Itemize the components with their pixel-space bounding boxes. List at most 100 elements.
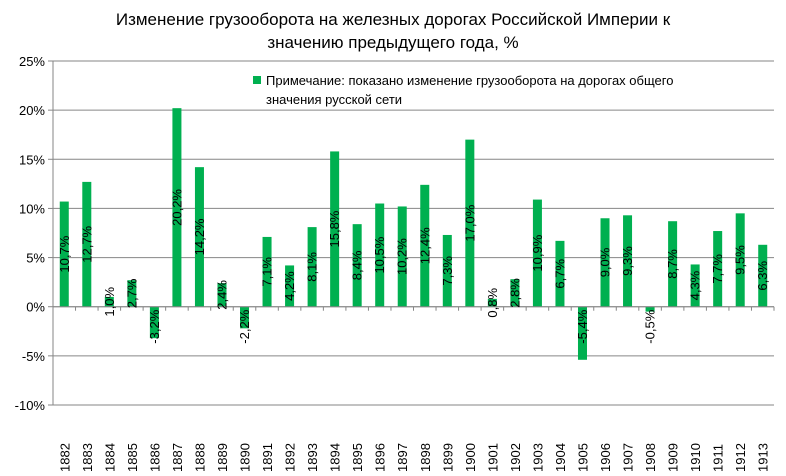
- bar-1886: [149, 306, 159, 339]
- bar-1909: [668, 221, 678, 307]
- legend-swatch: [253, 76, 261, 84]
- bar-1908: [645, 306, 655, 312]
- x-tick-label-1896: 1896: [373, 443, 388, 472]
- x-axis-tick-labels: 1882 1883 1884 1885 1886 1887 1888 1889 1890 1891…: [52, 306, 775, 472]
- bar-1893: [307, 227, 317, 307]
- y-tick-label: 20%: [19, 103, 45, 118]
- data-label-1905: -5,4%: [575, 309, 590, 343]
- bar-series: [59, 108, 768, 360]
- legend: Примечание: показано изменение грузообор…: [253, 73, 673, 107]
- x-tick-label-1912: 1912: [733, 443, 748, 472]
- x-tick-label-1907: 1907: [621, 443, 636, 472]
- data-label-1904: 6,7%: [552, 259, 567, 289]
- x-tick-label-1893: 1893: [305, 443, 320, 472]
- data-label-1899: 7,3%: [440, 256, 455, 286]
- x-tick-label-1888: 1888: [192, 443, 207, 472]
- data-label-1913: 6,3%: [755, 261, 770, 291]
- x-tick-label-1900: 1900: [463, 443, 478, 472]
- bar-1907: [623, 215, 633, 307]
- bar-1883: [82, 181, 92, 307]
- bar-1888: [194, 167, 204, 307]
- x-tick-label-1898: 1898: [418, 443, 433, 472]
- x-tick-label-1883: 1883: [80, 443, 95, 472]
- legend-text-line-1: Примечание: показано изменение грузообор…: [266, 73, 673, 88]
- bar-1902: [510, 279, 520, 307]
- chart-title-line-1: Изменение грузооборота на железных дорог…: [116, 10, 671, 29]
- bar-1882: [59, 201, 69, 307]
- data-label-1887: 20,2%: [169, 189, 184, 226]
- x-tick-label-1891: 1891: [260, 443, 275, 472]
- x-tick-label-1904: 1904: [553, 443, 568, 472]
- bar-1910: [690, 264, 700, 307]
- data-label-1898: 12,4%: [417, 227, 432, 264]
- data-label-1882: 10,7%: [57, 235, 72, 272]
- data-label-1902: 2,8%: [507, 278, 522, 308]
- y-tick-label: -5%: [22, 349, 46, 364]
- data-label-1907: 9,3%: [620, 246, 635, 276]
- data-label-1883: 12,7%: [79, 225, 94, 262]
- data-label-1900: 17,0%: [462, 204, 477, 241]
- bar-1897: [397, 206, 407, 307]
- x-tick-label-1889: 1889: [215, 443, 230, 472]
- x-tick-label-1909: 1909: [666, 443, 681, 472]
- x-tick-label-1911: 1911: [711, 444, 726, 472]
- y-tick-label: 25%: [19, 54, 45, 69]
- y-tick-label: 15%: [19, 152, 45, 167]
- data-label-1884: 1,0%: [102, 287, 117, 317]
- bar-1885: [127, 280, 137, 307]
- x-tick-label-1894: 1894: [328, 443, 343, 472]
- x-tick-label-1899: 1899: [440, 443, 455, 472]
- bar-1899: [442, 234, 452, 307]
- data-label-1889: 2,4%: [214, 280, 229, 310]
- x-tick-label-1906: 1906: [598, 443, 613, 472]
- y-tick-label: 5%: [26, 251, 45, 266]
- data-label-1910: 4,3%: [688, 270, 703, 300]
- bar-1894: [330, 151, 340, 307]
- data-label-1895: 8,4%: [350, 250, 365, 280]
- bar-1911: [713, 231, 723, 307]
- data-label-1885: 2,7%: [124, 278, 139, 308]
- x-tick-label-1885: 1885: [125, 443, 140, 472]
- bar-1884: [104, 296, 114, 307]
- y-tick-label: 10%: [19, 201, 45, 216]
- data-label-1890: -2,2%: [237, 309, 252, 343]
- data-label-1911: 7,7%: [710, 254, 725, 284]
- data-label-1886: -3,2%: [147, 309, 162, 343]
- x-tick-label-1895: 1895: [350, 443, 365, 472]
- x-tick-label-1902: 1902: [508, 443, 523, 472]
- data-label-1892: 4,2%: [282, 271, 297, 301]
- bar-1901: [487, 298, 497, 307]
- bar-1905: [577, 306, 587, 360]
- x-tick-label-1882: 1882: [57, 443, 72, 472]
- data-label-1896: 10,5%: [372, 236, 387, 273]
- bar-1898: [420, 184, 430, 307]
- x-tick-label-1890: 1890: [238, 443, 253, 472]
- bar-1913: [758, 244, 768, 307]
- bar-1904: [555, 240, 565, 307]
- bar-1895: [352, 224, 362, 307]
- data-label-1912: 9,5%: [733, 245, 748, 275]
- chart-title-line-2: значению предыдущего года, %: [267, 33, 518, 52]
- bar-1903: [532, 199, 542, 307]
- data-label-1901: 0,8%: [485, 288, 500, 318]
- data-label-1906: 9,0%: [598, 247, 613, 277]
- x-tick-label-1884: 1884: [102, 443, 117, 472]
- y-axis-tick-labels: -10% -5% 0% 5% 10% 15% 20% 25%: [15, 54, 53, 413]
- data-label-1897: 10,2%: [395, 238, 410, 275]
- x-tick-label-1908: 1908: [643, 443, 658, 472]
- bar-1887: [172, 108, 182, 307]
- data-label-1894: 15,8%: [327, 210, 342, 247]
- bar-1889: [217, 283, 227, 307]
- x-tick-label-1897: 1897: [395, 443, 410, 472]
- x-tick-label-1886: 1886: [147, 443, 162, 472]
- x-tick-label-1905: 1905: [575, 443, 590, 472]
- bar-1912: [735, 213, 745, 307]
- data-label-1908: -0,5%: [643, 309, 658, 343]
- data-label-1909: 8,7%: [665, 249, 680, 279]
- x-tick-label-1913: 1913: [756, 443, 771, 472]
- data-labels: 10,7% 12,7% 1,0% 2,7% -3,2% 20,2% 14,2% 2,4% -2,…: [57, 189, 770, 344]
- x-tick-label-1901: 1901: [485, 443, 500, 472]
- bar-1891: [262, 236, 272, 307]
